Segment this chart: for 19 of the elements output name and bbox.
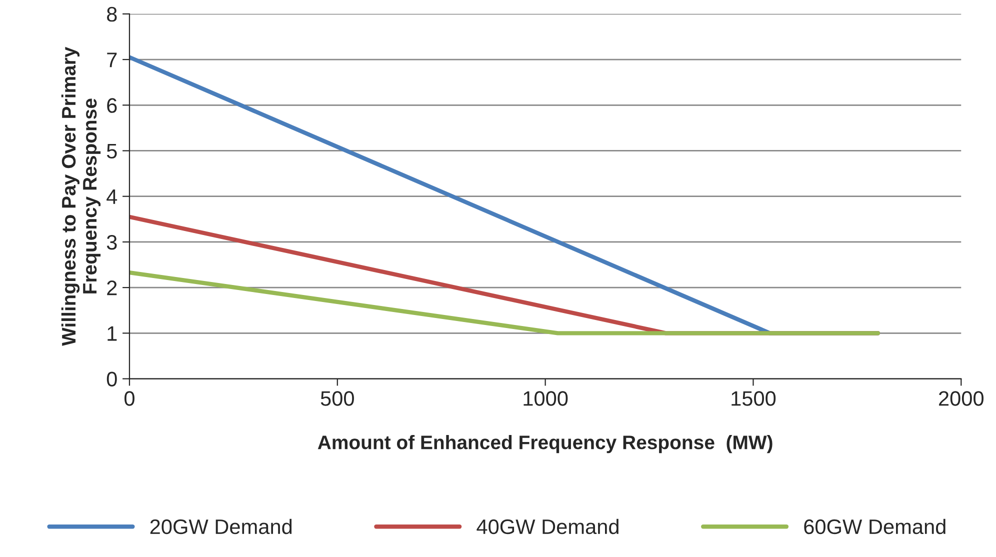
y-tick-label: 1 <box>108 326 117 341</box>
y-tick-label: 5 <box>106 144 117 158</box>
legend-label: 60GW Demand <box>804 518 946 534</box>
y-tick-label: 2 <box>107 280 117 296</box>
y-tick-label: 6 <box>107 98 117 113</box>
y-axis-title: Willingness to Pay Over Primary Frequency Response <box>61 46 101 346</box>
y-tick-label: 3 <box>106 234 117 250</box>
y-tick-label: 8 <box>106 6 117 22</box>
y-tick-label: 0 <box>106 372 117 387</box>
x-tick-label: 1500 <box>732 391 776 406</box>
legend-label: 20GW Demand <box>150 518 292 534</box>
x-tick-label: 2000 <box>939 391 984 406</box>
x-tick-label: 1000 <box>524 391 568 406</box>
y-tick-label: 7 <box>107 52 117 68</box>
x-tick-label: 0 <box>124 391 134 406</box>
y-tick-label: 4 <box>106 190 118 204</box>
legend-label: 40GW Demand <box>476 518 618 534</box>
x-tick-label: 500 <box>320 391 354 406</box>
x-axis-title: Amount of Enhanced Frequency Response (MW) <box>318 434 772 454</box>
